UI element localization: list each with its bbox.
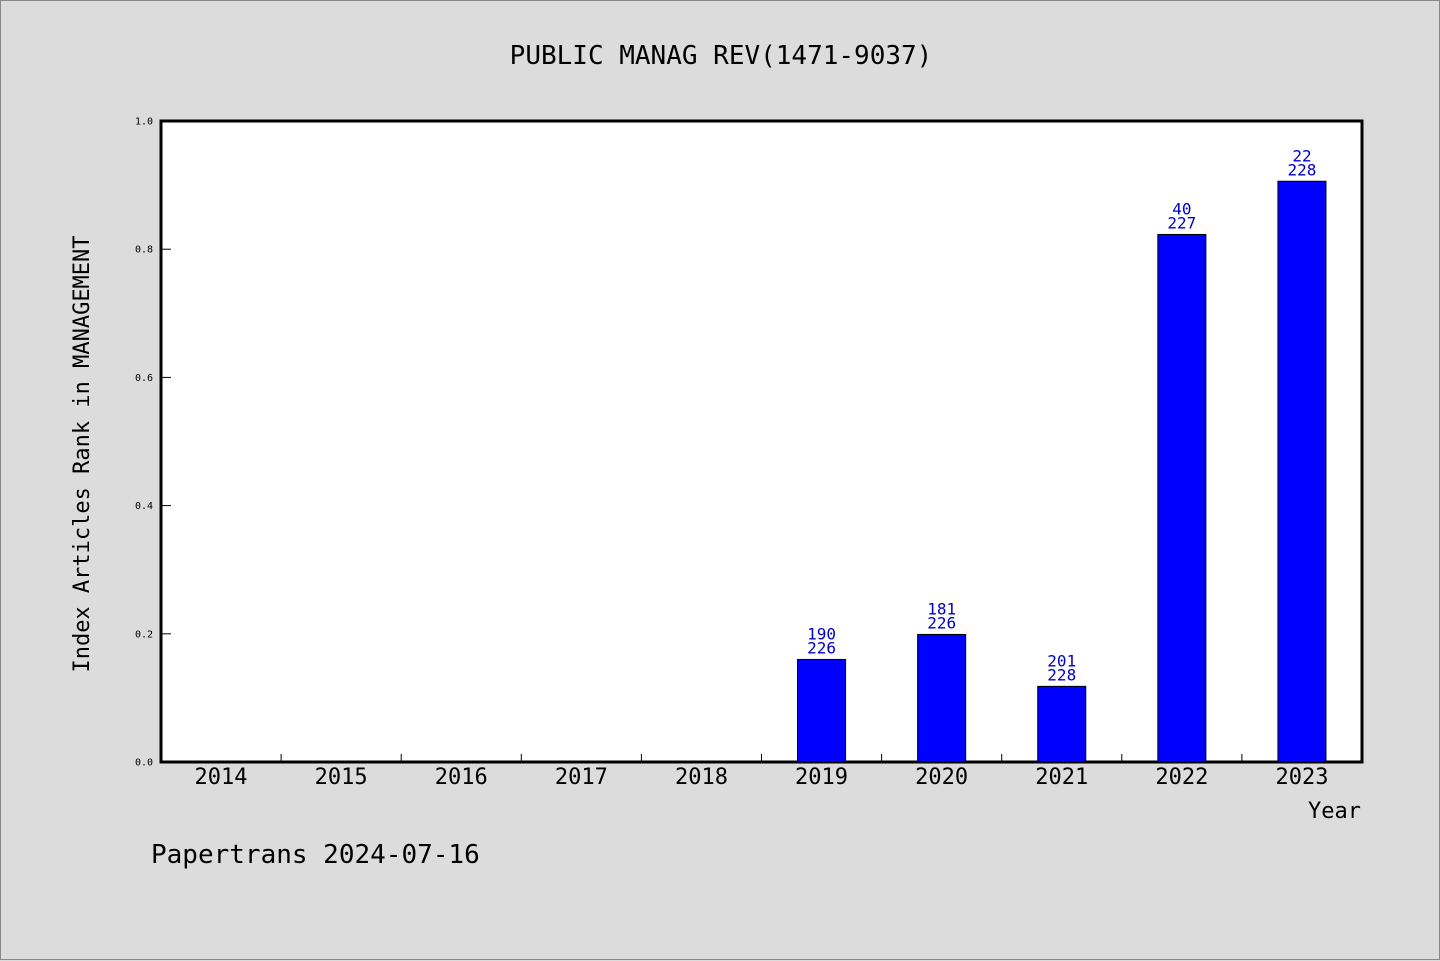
- x-tick-label: 2021: [1035, 765, 1088, 790]
- y-tick-label: 0.2: [135, 629, 153, 640]
- bar-label-bottom: 226: [927, 613, 956, 632]
- bar-label-bottom: 226: [807, 638, 836, 657]
- x-tick-label: 2014: [195, 765, 248, 790]
- bar-label-bottom: 227: [1167, 213, 1196, 232]
- bar-2021: [1037, 685, 1087, 763]
- y-tick-label: 1.0: [135, 117, 153, 128]
- y-tick-label: 0.4: [135, 501, 153, 512]
- y-axis-label: Index Articles Rank in MANAGEMENT: [70, 235, 95, 672]
- bar-2023: [1277, 180, 1327, 763]
- y-tick-label: 0.8: [135, 245, 153, 256]
- y-tick-label: 0.6: [135, 373, 153, 384]
- x-tick-label: 2023: [1275, 765, 1328, 790]
- bar-label-top: 190: [807, 624, 836, 643]
- bar-label-top: 40: [1172, 199, 1191, 218]
- bar-label-bottom: 228: [1287, 160, 1316, 179]
- bar-label-top: 201: [1047, 651, 1076, 670]
- bar-series: [797, 180, 1327, 763]
- footer-credit: Papertrans 2024-07-16: [151, 840, 480, 870]
- x-tick-label: 2016: [435, 765, 488, 790]
- x-axis-ticks: 2014 2015 2016 2017 2018 2019 2020 2021 2022 2023: [195, 754, 1328, 790]
- bar-label-top: 22: [1292, 146, 1311, 165]
- x-tick-label: 2018: [675, 765, 728, 790]
- chart-title: PUBLIC MANAG REV(1471-9037): [510, 41, 933, 71]
- bar-label-bottom: 228: [1047, 665, 1076, 684]
- x-tick-label: 2017: [555, 765, 608, 790]
- bar-2022: [1157, 233, 1207, 763]
- x-tick-label: 2015: [315, 765, 368, 790]
- bar-2019: [797, 658, 847, 763]
- bar-label-top: 181: [927, 599, 956, 618]
- x-tick-label: 2022: [1155, 765, 1208, 790]
- x-tick-label: 2019: [795, 765, 848, 790]
- x-tick-label: 2020: [915, 765, 968, 790]
- y-tick-label: 0.0: [135, 758, 153, 769]
- x-axis-label: Year: [1308, 799, 1361, 824]
- y-axis-ticks: 0.0 0.2 0.4 0.6 0.8 1.0: [135, 117, 171, 769]
- bar-2020: [917, 633, 967, 763]
